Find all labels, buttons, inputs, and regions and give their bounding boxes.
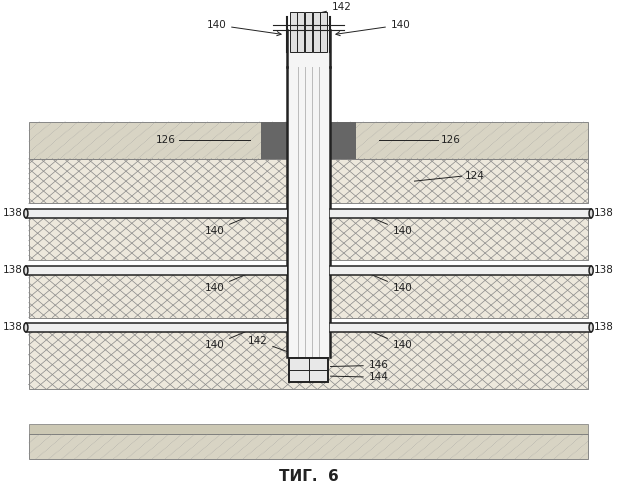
- Bar: [288, 30, 329, 67]
- Bar: [29, 424, 588, 434]
- Text: 138: 138: [594, 208, 614, 218]
- Bar: [26, 323, 288, 332]
- Text: 142: 142: [247, 336, 303, 357]
- Text: 124: 124: [465, 171, 484, 181]
- Ellipse shape: [589, 323, 593, 332]
- Text: 140: 140: [336, 20, 411, 36]
- Text: 140: 140: [370, 274, 413, 293]
- Bar: [29, 330, 588, 390]
- Bar: [288, 67, 329, 357]
- Text: 140: 140: [370, 217, 413, 236]
- Bar: [26, 266, 288, 275]
- Bar: [261, 122, 288, 159]
- Bar: [289, 358, 328, 382]
- Text: 138: 138: [3, 322, 23, 332]
- Bar: [329, 323, 591, 332]
- Bar: [313, 12, 320, 52]
- Ellipse shape: [589, 266, 593, 275]
- Bar: [29, 216, 588, 260]
- Text: 138: 138: [594, 322, 614, 332]
- Bar: [305, 12, 312, 52]
- Text: 140: 140: [370, 331, 413, 350]
- Text: 140: 140: [204, 331, 247, 350]
- Bar: [29, 122, 588, 159]
- Text: 126: 126: [441, 135, 461, 145]
- Bar: [26, 209, 288, 218]
- Text: 146: 146: [331, 360, 389, 370]
- Text: 140: 140: [204, 217, 247, 236]
- Bar: [329, 209, 591, 218]
- Bar: [320, 12, 328, 52]
- Ellipse shape: [24, 266, 28, 275]
- Text: 126: 126: [156, 135, 176, 145]
- Ellipse shape: [589, 209, 593, 218]
- Text: 138: 138: [3, 208, 23, 218]
- Bar: [289, 12, 297, 52]
- Bar: [329, 266, 591, 275]
- Text: 138: 138: [594, 266, 614, 276]
- Text: 142: 142: [314, 2, 352, 14]
- Bar: [297, 12, 304, 52]
- Bar: [29, 434, 588, 459]
- Text: 138: 138: [3, 266, 23, 276]
- Bar: [29, 159, 588, 204]
- Text: 140: 140: [206, 20, 281, 36]
- Text: 140: 140: [204, 274, 247, 293]
- Bar: [29, 273, 588, 318]
- Bar: [329, 122, 356, 159]
- Text: ΤИГ.  6: ΤИГ. 6: [279, 468, 338, 483]
- Ellipse shape: [24, 209, 28, 218]
- Text: 144: 144: [331, 372, 389, 382]
- Ellipse shape: [24, 323, 28, 332]
